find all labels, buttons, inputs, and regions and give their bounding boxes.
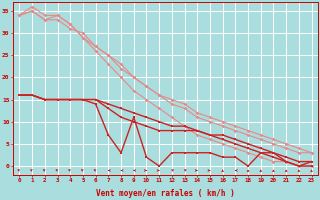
X-axis label: Vent moyen/en rafales ( km/h ): Vent moyen/en rafales ( km/h ) [96, 189, 235, 198]
